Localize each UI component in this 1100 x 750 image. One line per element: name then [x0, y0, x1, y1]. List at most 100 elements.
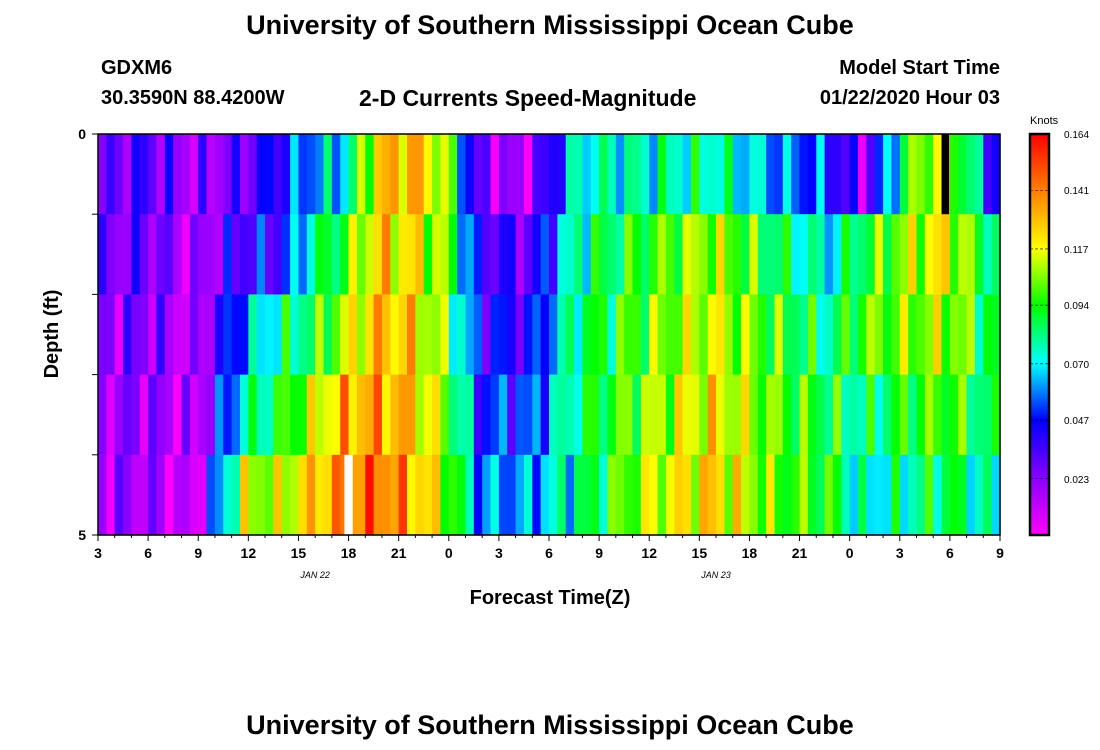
heatmap-cell [983, 294, 993, 376]
heatmap-cell [365, 374, 375, 456]
heatmap-cell [732, 454, 742, 536]
heatmap-cell [958, 214, 968, 295]
colorbar-tick-label: 0.047 [1064, 416, 1089, 427]
x-axis-label: Forecast Time(Z) [470, 587, 631, 609]
heatmap-cell [482, 294, 492, 376]
heatmap-cell [290, 134, 300, 215]
nodata-cell-bottom [344, 454, 353, 535]
heatmap-cell [181, 374, 191, 456]
heatmap-cell [164, 294, 174, 376]
heatmap-cell [774, 374, 784, 456]
heatmap-cell [273, 134, 283, 215]
heatmap-cell [657, 454, 667, 536]
heatmap-cell [858, 374, 867, 456]
heatmap-cell [432, 454, 442, 536]
heatmap-cell [632, 294, 642, 376]
heatmap-cell [365, 454, 375, 536]
x-tick-label: 6 [545, 545, 553, 561]
heatmap-cell [966, 134, 976, 215]
heatmap-cell [724, 214, 734, 295]
heatmap-cell [899, 454, 909, 536]
heatmap-cell [557, 294, 567, 376]
heatmap-cell [933, 214, 943, 295]
heatmap-cell [448, 454, 458, 536]
heatmap-cell [373, 214, 383, 295]
heatmap-cell [198, 214, 208, 295]
heatmap-cell [657, 294, 667, 376]
heatmap-cell [306, 294, 316, 376]
heatmap-cell [874, 134, 884, 215]
heatmap-cell [766, 374, 776, 456]
colorbar-gradient [1028, 132, 1051, 537]
heatmap-cell [807, 214, 817, 295]
x-tick-label: 0 [846, 545, 854, 561]
y-tick-label: 5 [78, 527, 86, 543]
heatmap-cell [674, 294, 684, 376]
heatmap-cell [741, 134, 751, 215]
heatmap-cell [381, 454, 391, 536]
heatmap-cell [440, 294, 450, 376]
heatmap-cell [849, 294, 859, 376]
heatmap-cell [473, 454, 483, 536]
heatmap-cell [290, 374, 300, 456]
heatmap-cell [582, 374, 592, 456]
heatmap-cell [665, 454, 675, 536]
heatmap-cell [615, 134, 625, 215]
heatmap-cell [490, 374, 500, 456]
heatmap-cell [699, 134, 709, 215]
heatmap-cell [615, 294, 625, 376]
heatmap-cell [407, 374, 416, 456]
heatmap-cell [640, 214, 650, 295]
heatmap-cell [490, 294, 500, 376]
heatmap-cell [306, 134, 316, 215]
heatmap-cell [507, 374, 517, 456]
heatmap-cell [716, 294, 725, 376]
heatmap-cell [624, 134, 634, 215]
heatmap-cell [482, 134, 492, 215]
heatmap-cell [381, 374, 391, 456]
heatmap-cell [741, 294, 751, 376]
heatmap-cell [164, 214, 174, 295]
heatmap-cell [532, 374, 542, 456]
heatmap-cell [632, 214, 642, 295]
heatmap-cell [298, 134, 308, 215]
heatmap-cell [724, 374, 734, 456]
heatmap-cell [782, 134, 792, 215]
heatmap-cell [607, 454, 617, 536]
heatmap-cell [690, 214, 700, 295]
heatmap-cell [615, 454, 625, 536]
heatmap-cell [924, 134, 934, 215]
heatmap-cell [340, 134, 350, 215]
heatmap-cell [340, 374, 350, 456]
heatmap-cell [682, 294, 692, 376]
heatmap-cell [290, 454, 300, 536]
heatmap-cell [148, 214, 158, 295]
heatmap-cell [448, 134, 458, 215]
heatmap-cell [356, 454, 366, 536]
heatmap-cell [866, 454, 876, 536]
heatmap-cell [114, 374, 124, 456]
heatmap-cell [958, 454, 968, 536]
heatmap-cell [306, 214, 316, 295]
heatmap-cell [448, 294, 458, 376]
heatmap-cell [231, 374, 241, 456]
heatmap-cell [373, 374, 383, 456]
heatmap-cell [507, 454, 517, 536]
heatmap-cell [732, 134, 742, 215]
heatmap-cell [599, 454, 609, 536]
heatmap-cell [874, 214, 884, 295]
heatmap-cell [482, 374, 492, 456]
heatmap-cell [933, 454, 943, 536]
heatmap-cell [590, 294, 600, 376]
heatmap-cell [114, 454, 124, 536]
heatmap-cell [523, 134, 533, 215]
heatmap-cell [724, 134, 734, 215]
heatmap-cell [549, 454, 558, 536]
heatmap-cell [290, 294, 300, 376]
heatmap-cell [131, 374, 141, 456]
heatmap-cell [139, 374, 149, 456]
colorbar-tick-label: 0.164 [1064, 130, 1089, 141]
heatmap-cell [607, 134, 617, 215]
heatmap-cell [774, 214, 784, 295]
heatmap-cell [766, 454, 776, 536]
